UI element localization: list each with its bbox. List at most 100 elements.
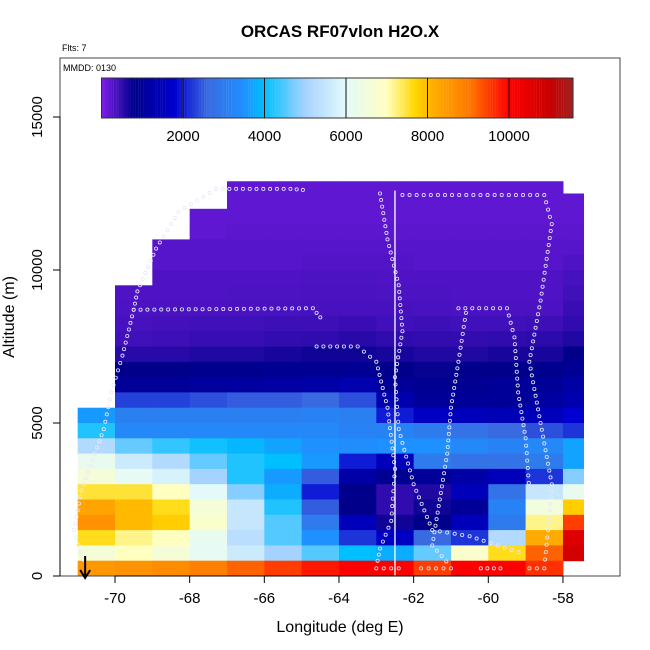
heatmap-cell <box>413 453 452 470</box>
heatmap-cell <box>488 270 527 286</box>
track-point <box>389 566 394 571</box>
colorbar-tick-label: 4000 <box>248 128 281 145</box>
heatmap-cell <box>450 484 489 500</box>
track-point <box>396 355 401 360</box>
heatmap-cell <box>152 514 191 531</box>
heatmap-cell <box>488 514 527 531</box>
track-point <box>400 193 405 198</box>
heatmap-cell <box>450 181 489 194</box>
colorbar-segment <box>270 78 273 118</box>
track-point <box>74 514 79 519</box>
colorbar-segment <box>174 78 178 118</box>
colorbar-segment <box>563 78 567 118</box>
colorbar-segment <box>257 78 261 118</box>
track-point <box>537 414 542 419</box>
colorbar-segment <box>265 78 268 118</box>
track-point <box>432 530 437 535</box>
colorbar-segment <box>534 78 537 118</box>
colorbar-segment <box>419 78 422 118</box>
colorbar-segment <box>551 78 554 118</box>
track-point <box>448 412 453 417</box>
heatmap-cell <box>450 331 489 347</box>
track-point <box>134 295 139 300</box>
colorbar-segment <box>390 78 393 118</box>
chart-title: ORCAS RF07vlon H2O.X <box>241 22 440 41</box>
colorbar-segment <box>495 78 498 118</box>
track-point <box>392 466 397 471</box>
colorbar-segment <box>485 78 488 118</box>
track-point <box>395 404 400 409</box>
colorbar-segment <box>475 78 479 118</box>
colorbar-segment <box>478 78 481 118</box>
track-point <box>387 243 392 248</box>
heatmap-cell <box>226 193 265 210</box>
heatmap-cell <box>264 208 303 225</box>
track-point <box>498 306 503 311</box>
heatmap-cell <box>301 224 340 240</box>
heatmap-cell <box>264 560 303 577</box>
heatmap-cell <box>450 254 489 271</box>
heatmap-cell <box>525 468 564 485</box>
colorbar-segment <box>128 78 131 118</box>
track-point <box>262 306 267 311</box>
heatmap-cell <box>525 239 564 256</box>
track-point <box>544 542 549 547</box>
heatmap-cell <box>226 361 265 378</box>
heatmap-cell <box>525 438 564 455</box>
heatmap-cell <box>226 346 265 363</box>
track-point <box>398 342 403 347</box>
colorbar-segment <box>123 78 127 118</box>
track-point <box>152 307 157 312</box>
track-point <box>502 545 507 550</box>
track-point <box>385 237 390 242</box>
heatmap-cell <box>115 315 153 332</box>
track-point <box>547 236 552 241</box>
y-tick-label: 5000 <box>29 406 46 439</box>
colorbar-segment <box>240 78 244 118</box>
track-point <box>247 186 252 191</box>
colorbar-segment <box>138 78 141 118</box>
colorbar-segment <box>206 78 210 118</box>
heatmap-cell <box>152 453 191 470</box>
colorbar-segment <box>306 78 310 118</box>
colorbar-segment <box>404 78 408 118</box>
heatmap-cell <box>226 453 265 470</box>
heatmap-cell <box>301 468 340 485</box>
colorbar-segment <box>162 78 166 118</box>
colorbar-segment <box>101 78 105 118</box>
colorbar-segment <box>226 78 229 118</box>
track-point <box>396 419 401 424</box>
track-point <box>444 458 449 463</box>
track-point <box>276 306 281 311</box>
track-point <box>396 566 401 571</box>
heatmap-cell <box>338 300 377 317</box>
track-point <box>115 368 120 373</box>
heatmap-cell <box>525 407 564 424</box>
track-point <box>394 397 399 402</box>
track-point <box>463 306 468 311</box>
colorbar-segment <box>502 78 506 118</box>
heatmap-cell <box>562 545 584 562</box>
colorbar-segment <box>133 78 136 118</box>
track-point <box>544 200 549 205</box>
track-point <box>385 405 390 410</box>
track-point <box>268 186 273 191</box>
track-point <box>409 475 414 480</box>
track-point <box>395 361 400 366</box>
x-axis: -70 -68 -66 -64 -62 -60 -58 <box>104 575 574 607</box>
heatmap-cell <box>226 315 265 332</box>
track-point <box>448 405 453 410</box>
heatmap-cell <box>562 254 584 271</box>
heatmap-cell <box>264 438 303 455</box>
track-point <box>382 392 387 397</box>
track-point <box>341 344 346 349</box>
heatmap-cell <box>226 331 265 347</box>
track-point <box>392 474 397 479</box>
colorbar-segment <box>216 78 220 118</box>
track-point <box>387 419 392 424</box>
track-point <box>383 224 388 229</box>
colorbar-segment <box>399 78 403 118</box>
track-point <box>509 547 514 552</box>
colorbar-segment <box>531 78 535 118</box>
heatmap-cell <box>189 208 228 225</box>
